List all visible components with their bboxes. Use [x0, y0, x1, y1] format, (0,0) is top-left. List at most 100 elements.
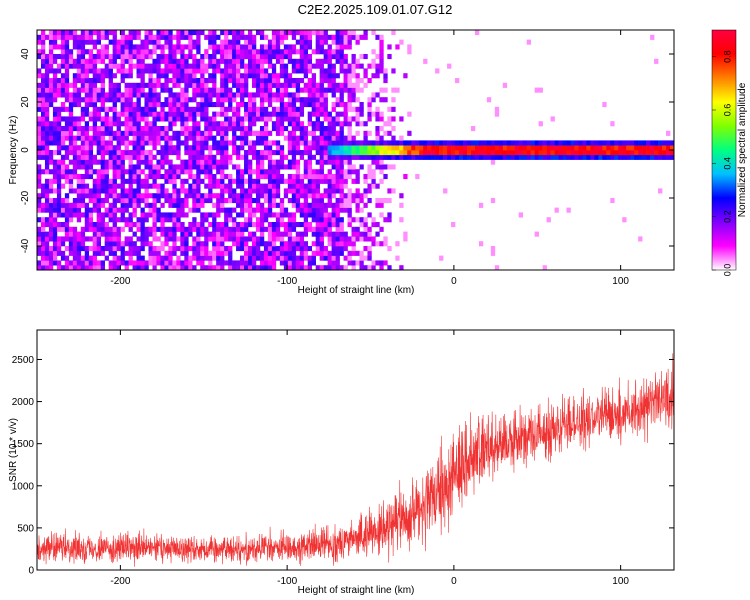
- spectrogram-cell: [160, 159, 165, 165]
- spectrogram-cell: [220, 174, 225, 180]
- spectrogram-cell: [48, 198, 54, 204]
- spectrogram-cell: [192, 174, 197, 180]
- spectrogram-cell: [267, 54, 273, 60]
- spectrogram-cell: [220, 44, 225, 50]
- spectrogram-cell: [188, 135, 193, 141]
- spectrogram-cell: [375, 222, 380, 228]
- spectrogram-cell: [140, 212, 145, 218]
- spectrogram-cell: [602, 154, 607, 160]
- spectrogram-cell: [40, 30, 46, 36]
- spectrogram-cell: [76, 159, 82, 165]
- spectrogram-cell: [228, 183, 233, 189]
- spectrogram-cell: [132, 130, 137, 136]
- spectrogram-cell: [319, 178, 324, 184]
- spectrogram-cell: [172, 92, 177, 98]
- spectrogram-cell: [120, 207, 125, 213]
- spectrogram-cell: [311, 260, 316, 266]
- spectrogram-cell: [244, 87, 249, 93]
- spectrogram-cell: [315, 82, 320, 88]
- spectrogram-cell: [224, 126, 229, 132]
- spectrogram-cell: [335, 164, 340, 170]
- spectrogram-cell: [307, 54, 313, 60]
- spectrogram-cell: [136, 174, 141, 180]
- spectrogram-cell: [331, 174, 336, 180]
- spectrogram-cell: [248, 265, 253, 271]
- spectrogram-cell: [255, 183, 261, 189]
- spectrogram-cell: [315, 169, 320, 175]
- spectrogram-cell: [383, 154, 388, 160]
- spectrogram-cell: [160, 174, 165, 180]
- spectrogram-cell: [112, 121, 117, 127]
- spectrogram-cell: [498, 145, 504, 151]
- spectrogram-cell: [180, 140, 185, 146]
- spectrogram-cell: [192, 58, 197, 64]
- spectrogram-cell: [164, 188, 169, 194]
- spectrogram-cell: [451, 145, 456, 151]
- spectrogram-cell: [323, 68, 328, 74]
- spectrogram-cell: [267, 58, 273, 64]
- spectrogram-cell: [132, 54, 137, 60]
- spectrogram-cell: [76, 54, 82, 60]
- spectrogram-cell: [192, 207, 197, 213]
- spectrogram-cell: [367, 246, 372, 252]
- spectrogram-cell: [168, 246, 173, 252]
- y-tick-label: 500: [17, 523, 34, 534]
- spectrogram-cell: [634, 154, 639, 160]
- spectrogram-cell: [80, 246, 86, 252]
- spectrogram-cell: [172, 68, 177, 74]
- spectrogram-cell: [267, 63, 273, 69]
- spectrogram-cell: [470, 150, 476, 156]
- spectrogram-cell: [160, 202, 165, 208]
- spectrogram-cell: [347, 255, 352, 261]
- spectrogram-cell: [383, 140, 388, 146]
- spectrogram-cell: [168, 193, 173, 199]
- spectrogram-cell: [279, 255, 285, 261]
- spectrogram-cell: [128, 34, 133, 40]
- spectrogram-cell: [335, 178, 340, 184]
- spectrogram-cell: [279, 116, 285, 122]
- spectrogram-cell: [220, 106, 225, 112]
- spectrogram-cell: [279, 68, 285, 74]
- spectrogram-cell: [60, 34, 66, 40]
- spectrogram-cell: [128, 87, 133, 93]
- spectrogram-cell: [80, 97, 86, 103]
- spectrogram-cell: [367, 130, 372, 136]
- spectrogram-cell: [120, 217, 125, 223]
- spectrogram-cell: [52, 87, 58, 93]
- spectrogram-cell: [259, 236, 265, 242]
- spectrogram-cell: [395, 140, 400, 146]
- spectrogram-cell: [96, 73, 101, 79]
- spectrogram-cell: [124, 34, 129, 40]
- spectrogram-cell: [287, 241, 293, 247]
- spectrogram-cell: [104, 226, 109, 232]
- spectrogram-cell: [399, 217, 404, 223]
- spectrogram-cell: [331, 154, 336, 160]
- spectrogram-cell: [40, 82, 46, 88]
- spectrogram-cell: [152, 231, 157, 237]
- spectrogram-cell: [295, 140, 301, 146]
- spectrogram-cell: [144, 135, 149, 141]
- spectrogram-cell: [204, 231, 209, 237]
- spectrogram-cell: [307, 260, 313, 266]
- spectrogram-cell: [666, 145, 671, 151]
- spectrogram-cell: [172, 231, 177, 237]
- spectrogram-cell: [52, 58, 58, 64]
- spectrogram-cell: [271, 39, 277, 45]
- spectrogram-cell: [267, 260, 273, 266]
- spectrogram-cell: [56, 145, 62, 151]
- spectrogram-cell: [331, 150, 336, 156]
- spectrogram-cell: [124, 217, 129, 223]
- spectrogram-cell: [68, 241, 74, 247]
- spectrogram-cell: [311, 250, 316, 256]
- spectrogram-cell: [152, 255, 157, 261]
- spectrogram-cell: [259, 212, 265, 218]
- spectrogram-cell: [327, 193, 332, 199]
- spectrogram-cell: [128, 193, 133, 199]
- spectrogram-cell: [323, 49, 328, 55]
- spectrogram-cell: [375, 159, 380, 165]
- spectrogram-cell: [339, 188, 344, 194]
- spectrogram-cell: [200, 92, 205, 98]
- spectrogram-cell: [200, 246, 205, 252]
- spectrogram-cell: [204, 159, 209, 165]
- spectrogram-cell: [470, 154, 476, 160]
